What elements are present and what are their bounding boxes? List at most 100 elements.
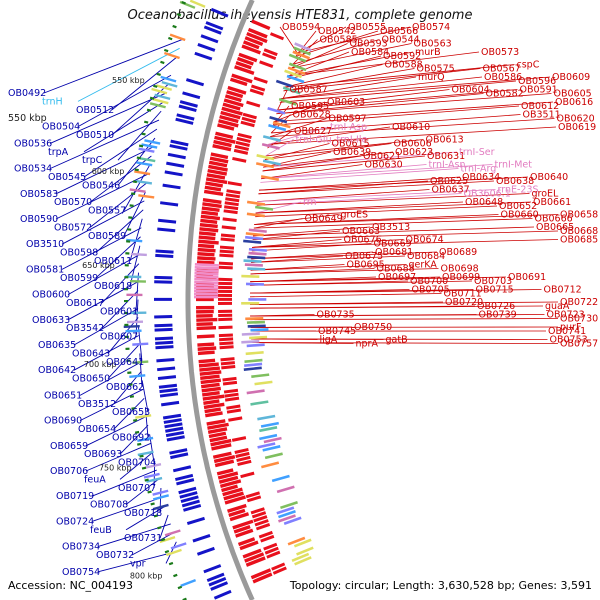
connector-line xyxy=(261,164,493,180)
gene-label-right: OB0582 xyxy=(486,89,524,100)
gene-label-right: OB0586 xyxy=(484,72,522,83)
rna-gene-mark xyxy=(194,274,219,279)
forward-gene-mark xyxy=(237,132,252,140)
gene-label-right: OB0612 xyxy=(521,101,559,112)
forward-gene-mark xyxy=(221,106,243,116)
connector-line xyxy=(250,314,477,317)
connector-line xyxy=(283,68,415,92)
gene-label-right: OB0637 xyxy=(432,185,470,196)
gene-label-left: OB0512 xyxy=(76,105,114,116)
scale-minor-tick xyxy=(160,60,165,65)
gene-label-right: OB0605 xyxy=(554,89,592,100)
gene-label-left: OB0546 xyxy=(82,180,120,191)
gene-label-right: OB0666 xyxy=(535,214,573,225)
forward-gene-mark xyxy=(200,214,221,221)
forward-gene-mark xyxy=(249,88,264,96)
forward-gene-mark xyxy=(237,537,256,547)
reverse-gene-mark xyxy=(185,78,205,87)
gene-label-right: OB0596 xyxy=(518,76,556,87)
forward-gene-mark xyxy=(198,362,219,368)
gene-category-mark xyxy=(259,426,278,433)
forward-gene-mark xyxy=(218,265,233,270)
gene-label-right: OB0741 xyxy=(548,326,586,337)
gene-label-right: OB0592 xyxy=(383,51,421,62)
connector-line xyxy=(131,532,174,556)
reverse-gene-mark xyxy=(205,21,224,31)
gene-label-right: OB0591 xyxy=(520,85,558,96)
reverse-gene-mark xyxy=(182,91,201,100)
forward-gene-mark xyxy=(253,515,268,523)
forward-gene-mark xyxy=(224,205,239,211)
gene-category-mark xyxy=(164,529,181,537)
connector-line xyxy=(55,146,154,195)
forward-gene-mark xyxy=(197,252,215,257)
forward-gene-mark xyxy=(217,123,235,131)
gene-category-mark xyxy=(244,362,263,367)
gene-label-right: OB0597 xyxy=(329,114,367,125)
scale-tick-label: 700 kbp xyxy=(84,360,117,369)
forward-gene-mark xyxy=(251,19,271,31)
forward-gene-mark xyxy=(272,566,287,575)
gene-category-mark xyxy=(254,380,273,386)
gene-label-right: OB0660 xyxy=(501,210,539,221)
scale-minor-tick xyxy=(137,442,142,446)
forward-gene-mark xyxy=(258,530,273,539)
reverse-gene-mark xyxy=(166,435,185,442)
reverse-gene-mark xyxy=(176,478,195,486)
forward-gene-mark xyxy=(235,451,250,458)
gene-label-left: OB0642 xyxy=(38,365,76,376)
gene-label-right: OB0563 xyxy=(414,39,452,50)
connector-line xyxy=(274,101,554,122)
gene-category-mark xyxy=(247,324,266,328)
forward-gene-mark xyxy=(225,193,241,199)
gene-label-right: OB0628 xyxy=(293,110,331,121)
connector-line xyxy=(255,201,532,214)
gene-category-mark xyxy=(269,116,288,124)
gene-category-mark xyxy=(246,212,265,218)
gene-label-right: OB0638 xyxy=(496,176,534,187)
connector-line xyxy=(252,239,342,248)
reverse-gene-mark xyxy=(157,375,177,380)
gene-label-left: OB0607 xyxy=(100,332,138,343)
gene-label-right: nprA xyxy=(356,339,379,350)
forward-gene-mark xyxy=(197,346,217,351)
connector-line xyxy=(61,200,145,245)
scale-minor-tick xyxy=(160,538,166,542)
gene-label-right: trnI-Asn xyxy=(429,160,466,171)
connector-line xyxy=(129,245,141,287)
forward-gene-mark xyxy=(201,206,220,212)
gene-category-mark xyxy=(255,205,274,211)
forward-gene-mark xyxy=(217,471,239,480)
connector-line xyxy=(256,193,462,206)
gene-label-right: OB0681 xyxy=(375,247,413,258)
scale-minor-tick xyxy=(138,144,144,148)
scale-minor-tick xyxy=(168,561,174,566)
forward-gene-mark xyxy=(234,65,255,75)
gene-label-left: OB0611 xyxy=(94,256,132,267)
gene-category-mark xyxy=(165,548,182,557)
gene-label-left: OB0557 xyxy=(88,206,126,217)
reverse-gene-mark xyxy=(172,465,192,473)
forward-gene-mark xyxy=(226,408,242,414)
connector-line xyxy=(250,289,474,294)
connector-line xyxy=(119,451,154,480)
forward-gene-mark xyxy=(220,361,235,366)
forward-gene-mark xyxy=(219,479,242,488)
forward-gene-mark xyxy=(227,85,247,95)
gene-category-mark xyxy=(152,489,169,496)
connector-line xyxy=(274,101,326,122)
connector-line xyxy=(159,514,169,539)
connector-line xyxy=(77,47,180,102)
forward-gene-mark xyxy=(262,52,277,61)
gene-category-mark xyxy=(246,200,266,206)
connector-line xyxy=(268,126,329,145)
reverse-gene-mark xyxy=(186,516,205,525)
forward-gene-mark xyxy=(266,550,281,559)
connector-line xyxy=(91,469,157,497)
gene-label-left: OB0754 xyxy=(62,567,100,578)
gene-label-right: OB0573 xyxy=(481,47,519,58)
reverse-gene-mark xyxy=(155,253,174,258)
reverse-gene-mark xyxy=(203,25,222,35)
gene-category-mark xyxy=(296,546,314,556)
gene-category-mark xyxy=(247,255,266,260)
